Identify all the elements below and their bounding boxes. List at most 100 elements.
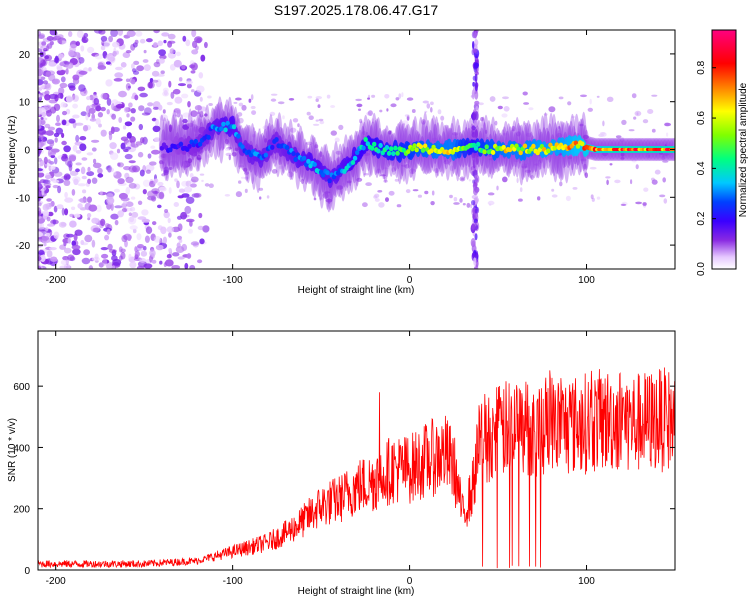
heatmap-noise-cell xyxy=(38,182,43,191)
heatmap-noise-cell xyxy=(189,60,195,66)
heatmap-noise-cell xyxy=(168,80,172,88)
heatmap-noise-cell xyxy=(106,109,110,115)
heatmap-noise-cell xyxy=(106,228,111,235)
heatmap-noise-cell xyxy=(101,253,109,259)
heatmap-noise-cell xyxy=(378,202,385,208)
heatmap-stripe-cell xyxy=(472,111,477,119)
heatmap-noise-cell xyxy=(59,265,69,269)
heatmap-ridge-core xyxy=(473,145,479,151)
heatmap-noise-cell xyxy=(128,160,136,164)
heatmap-noise-cell xyxy=(189,183,197,188)
heatmap-noise-cell xyxy=(151,79,159,83)
heatmap-noise-cell xyxy=(180,211,188,220)
heatmap-noise-cell xyxy=(38,124,42,130)
heatmap-noise-cell xyxy=(189,64,196,69)
heatmap-noise-cell xyxy=(308,115,314,120)
heatmap-noise-cell xyxy=(241,104,247,111)
heatmap-ridge-core xyxy=(325,170,330,176)
heatmap-noise-cell xyxy=(60,102,66,108)
heatmap-noise-cell xyxy=(244,176,249,180)
heatmap-noise-cell xyxy=(567,156,573,160)
heatmap-noise-cell xyxy=(614,179,621,184)
heatmap-noise-cell xyxy=(317,104,321,108)
heatmap-noise-cell xyxy=(129,261,137,269)
heatmap-noise-cell xyxy=(49,247,57,251)
heatmap-noise-cell xyxy=(108,132,113,141)
heatmap-noise-cell xyxy=(186,122,194,127)
heatmap-noise-cell xyxy=(81,157,88,161)
heatmap-noise-cell xyxy=(56,204,64,210)
heatmap-noise-cell xyxy=(101,40,105,46)
heatmap-noise-cell xyxy=(384,94,390,99)
heatmap-noise-cell xyxy=(44,123,51,129)
heatmap-noise-cell xyxy=(620,152,625,157)
heatmap-noise-cell xyxy=(355,98,362,102)
heatmap-noise-cell xyxy=(100,247,109,251)
heatmap-noise-cell xyxy=(381,176,387,179)
heatmap-noise-cell xyxy=(326,94,331,99)
heatmap-noise-cell xyxy=(134,39,139,45)
heatmap-noise-cell xyxy=(148,81,153,89)
heatmap-noise-cell xyxy=(479,120,485,127)
heatmap-noise-cell xyxy=(168,124,172,133)
heatmap-noise-cell xyxy=(83,249,90,256)
heatmap-stripe-cell xyxy=(474,208,478,214)
heatmap-noise-cell xyxy=(185,180,191,187)
heatmap-noise-cell xyxy=(49,140,55,147)
heatmap-noise-cell xyxy=(105,79,113,87)
heatmap-noise-cell xyxy=(567,101,572,106)
heatmap-ridge-core xyxy=(301,155,307,161)
heatmap-noise-cell xyxy=(38,157,42,162)
heatmap-noise-cell xyxy=(38,94,41,98)
heatmap-noise-cell xyxy=(319,197,324,200)
heatmap-noise-cell xyxy=(185,196,195,204)
colorbar-label: Normalized spectral amplitude xyxy=(738,82,749,217)
heatmap-noise-cell xyxy=(642,119,649,124)
heatmap-noise-cell xyxy=(494,120,498,126)
heatmap-noise-cell xyxy=(81,37,89,43)
heatmap-noise-cell xyxy=(543,113,548,116)
heatmap-noise-cell xyxy=(58,87,65,95)
heatmap-noise-cell xyxy=(55,127,63,135)
heatmap-noise-cell xyxy=(45,146,53,151)
heatmap-noise-cell xyxy=(204,113,208,117)
heatmap-noise-cell xyxy=(282,115,285,120)
heatmap-ridge-core xyxy=(350,160,356,165)
heatmap-noise-cell xyxy=(130,196,136,200)
heatmap-noise-cell xyxy=(146,38,153,43)
heatmap-noise-cell xyxy=(362,202,368,208)
heatmap-ridge-core xyxy=(372,141,377,147)
heatmap-noise-cell xyxy=(258,128,261,131)
heatmap-noise-cell xyxy=(95,105,102,112)
heatmap-noise-cell xyxy=(605,176,611,179)
heatmap-noise-cell xyxy=(118,246,123,253)
heatmap-noise-cell xyxy=(45,130,54,136)
heatmap-noise-cell xyxy=(103,39,111,48)
heatmap-noise-cell xyxy=(172,112,177,116)
heatmap-noise-cell xyxy=(110,213,119,220)
heatmap-noise-cell xyxy=(262,125,270,130)
heatmap-noise-cell xyxy=(270,98,277,102)
heatmap-ridge-core xyxy=(575,143,581,149)
heatmap-noise-cell xyxy=(374,198,380,202)
heatmap-noise-cell xyxy=(452,132,459,136)
heatmap-noise-cell xyxy=(443,159,450,165)
heatmap-noise-cell xyxy=(41,111,47,118)
heatmap-noise-cell xyxy=(181,243,188,252)
y-tick-label: 10 xyxy=(19,98,31,109)
heatmap-noise-cell xyxy=(120,136,128,142)
heatmap-noise-cell xyxy=(117,210,124,218)
heatmap-noise-cell xyxy=(44,94,51,101)
heatmap-noise-cell xyxy=(182,118,188,124)
heatmap-noise-cell xyxy=(105,61,111,65)
heatmap-noise-cell xyxy=(110,30,118,37)
heatmap-noise-cell xyxy=(152,106,160,110)
heatmap-stripe-cell xyxy=(474,100,480,106)
heatmap-noise-cell xyxy=(468,179,472,182)
heatmap-noise-cell xyxy=(53,231,60,239)
heatmap-ridge-core xyxy=(420,147,426,153)
heatmap-noise-cell xyxy=(74,229,83,236)
heatmap-noise-cell xyxy=(449,194,453,199)
heatmap-ridge-halo xyxy=(422,111,429,175)
colorbar-tick-label: 0.4 xyxy=(696,161,707,175)
